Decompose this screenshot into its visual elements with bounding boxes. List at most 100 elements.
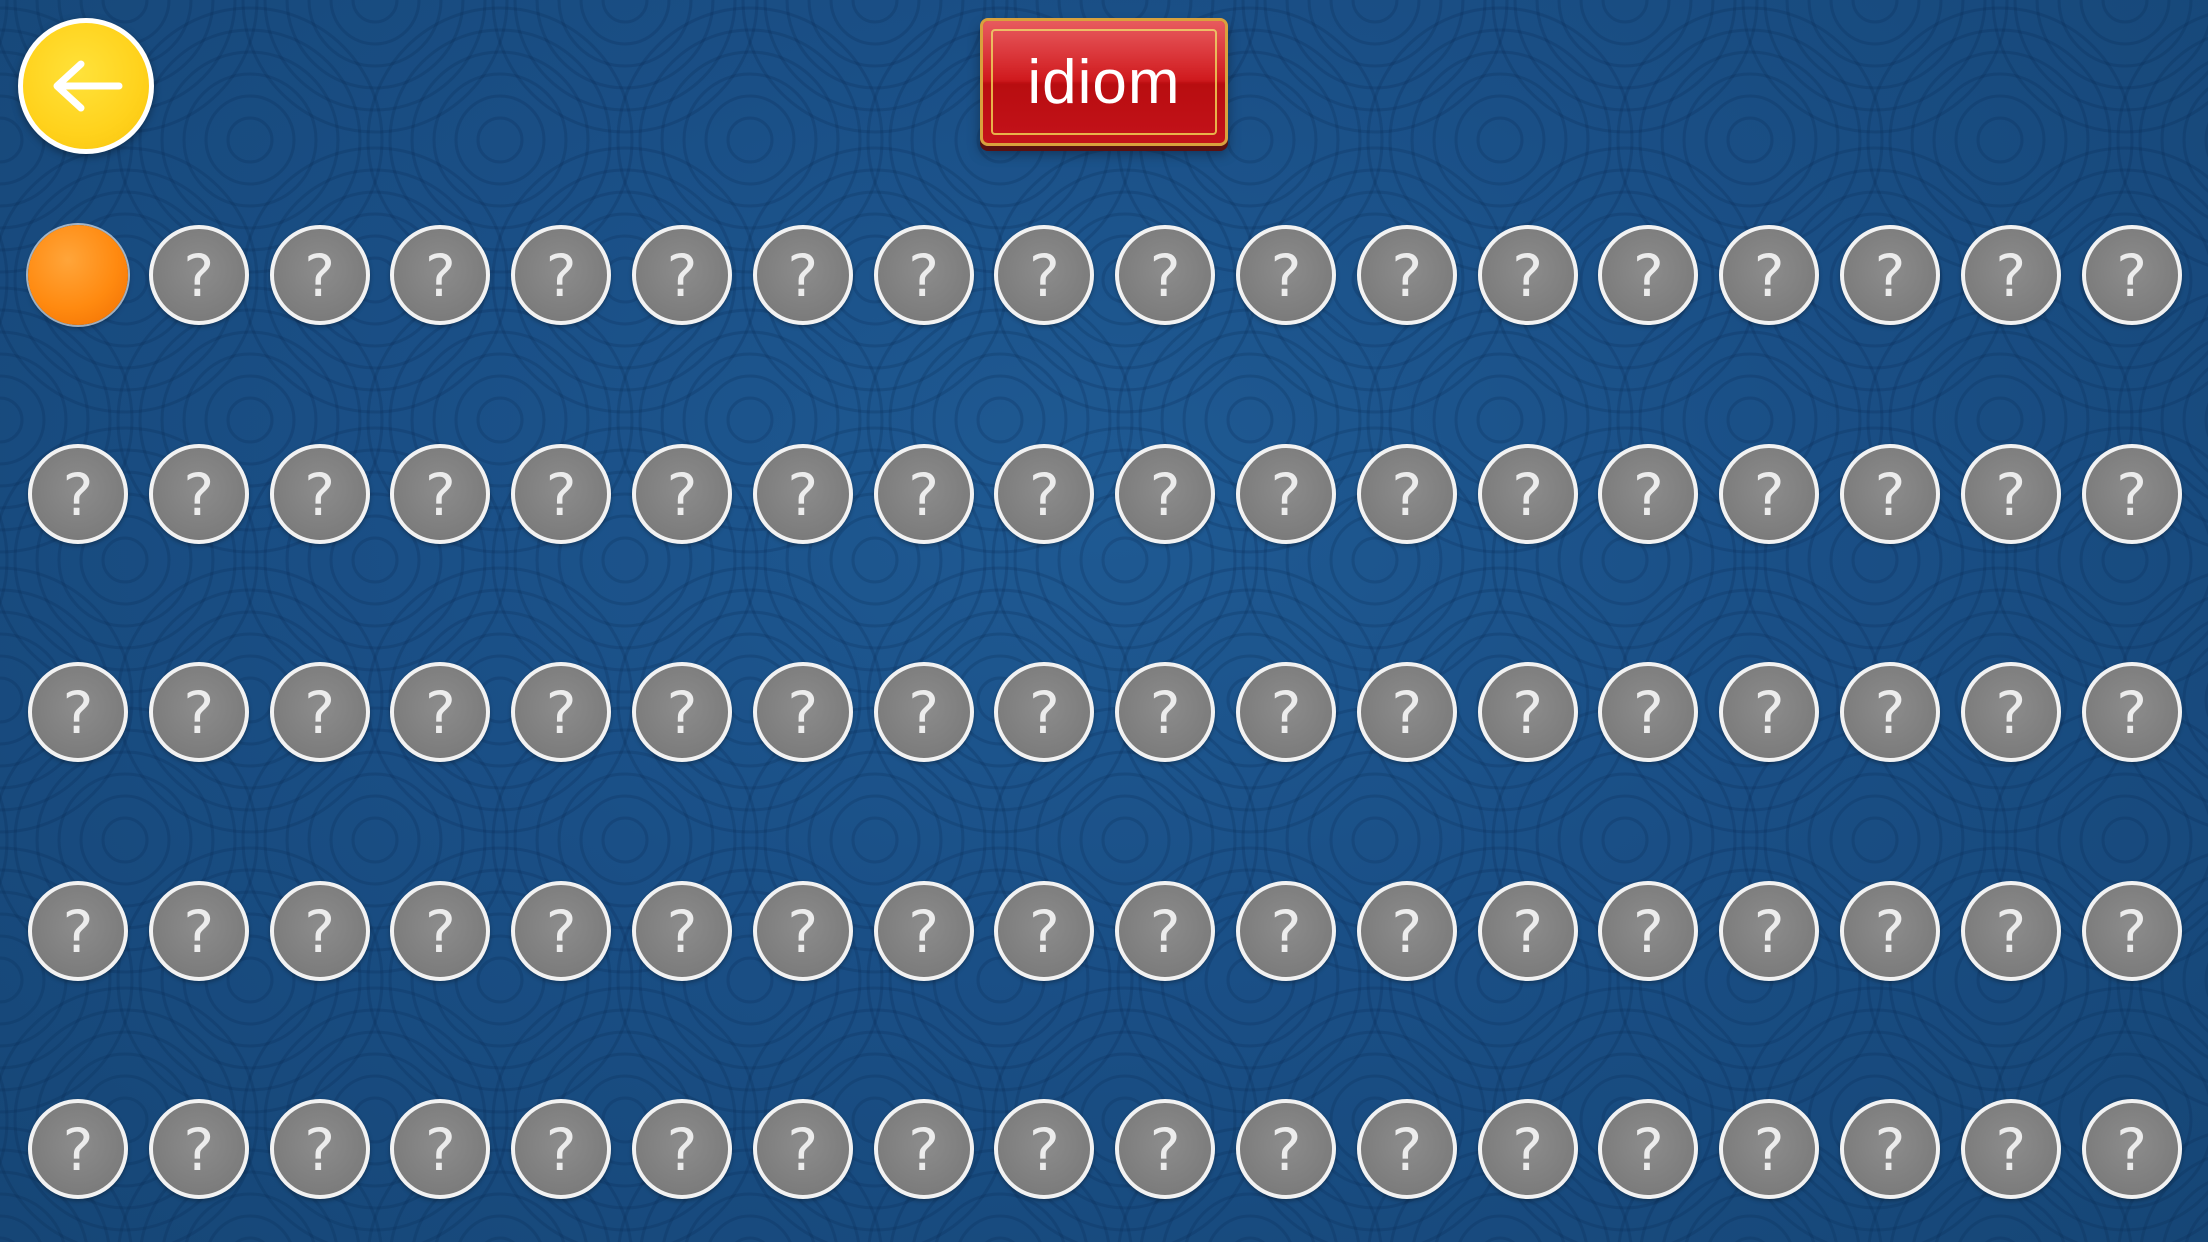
level-node-locked[interactable]: ?: [28, 443, 128, 544]
level-node-locked[interactable]: ?: [632, 443, 732, 544]
level-node-locked[interactable]: ?: [390, 443, 491, 544]
level-node-locked[interactable]: ?: [148, 662, 249, 762]
level-node-locked[interactable]: ?: [1115, 880, 1216, 981]
level-node-locked[interactable]: ?: [1356, 225, 1457, 325]
question-mark-icon: ?: [545, 679, 577, 747]
level-node-locked[interactable]: ?: [752, 225, 853, 325]
level-node-locked[interactable]: ?: [511, 1099, 612, 1199]
back-button[interactable]: [18, 18, 154, 154]
level-node-locked[interactable]: ?: [269, 662, 370, 762]
level-node-locked[interactable]: ?: [1115, 1099, 1216, 1199]
level-node-locked[interactable]: ?: [1236, 880, 1336, 981]
level-node-locked[interactable]: ?: [1115, 225, 1216, 325]
level-node-locked[interactable]: ?: [994, 1099, 1095, 1199]
level-node-locked[interactable]: ?: [632, 662, 732, 762]
level-node-locked[interactable]: ?: [2081, 880, 2182, 981]
level-node-locked[interactable]: ?: [1719, 443, 1820, 544]
question-mark-icon: ?: [666, 679, 698, 747]
level-node-locked[interactable]: ?: [28, 662, 128, 762]
level-node-locked[interactable]: ?: [148, 225, 249, 325]
level-node-locked[interactable]: ?: [873, 662, 974, 762]
level-node-locked[interactable]: ?: [1477, 1099, 1578, 1199]
level-node-locked[interactable]: ?: [269, 443, 370, 544]
level-node-locked[interactable]: ?: [632, 880, 732, 981]
level-node-locked[interactable]: ?: [1236, 1099, 1336, 1199]
level-node-locked[interactable]: ?: [1598, 1099, 1699, 1199]
question-mark-icon: ?: [666, 460, 698, 529]
question-mark-icon: ?: [1632, 679, 1664, 747]
level-node-locked[interactable]: ?: [1719, 662, 1820, 762]
page-title: idiom: [1027, 47, 1181, 117]
level-node-locked[interactable]: ?: [28, 1099, 128, 1199]
level-node-locked[interactable]: ?: [148, 880, 249, 981]
level-node-locked[interactable]: ?: [390, 1099, 491, 1199]
level-node-locked[interactable]: ?: [994, 225, 1095, 325]
level-node-locked[interactable]: ?: [1236, 662, 1336, 762]
level-node-locked[interactable]: ?: [1719, 880, 1820, 981]
level-node-locked[interactable]: ?: [1477, 225, 1578, 325]
level-node-locked[interactable]: ?: [1840, 1099, 1940, 1199]
level-node-locked[interactable]: ?: [1960, 662, 2061, 762]
level-node-locked[interactable]: ?: [873, 880, 974, 981]
level-node-locked[interactable]: ?: [1598, 225, 1699, 325]
level-node-locked[interactable]: ?: [1960, 443, 2061, 544]
level-node-locked[interactable]: ?: [1356, 1099, 1457, 1199]
level-node-locked[interactable]: ?: [994, 662, 1095, 762]
question-mark-icon: ?: [424, 897, 456, 966]
level-node-locked[interactable]: ?: [511, 443, 612, 544]
level-node-locked[interactable]: ?: [269, 1099, 370, 1199]
question-mark-icon: ?: [1874, 679, 1906, 747]
level-node-locked[interactable]: ?: [752, 443, 853, 544]
level-node-locked[interactable]: ?: [2081, 1099, 2182, 1199]
level-node-locked[interactable]: ?: [1960, 1099, 2061, 1199]
level-node-locked[interactable]: ?: [1477, 662, 1578, 762]
level-node-locked[interactable]: ?: [994, 443, 1095, 544]
level-node-locked[interactable]: ?: [269, 880, 370, 981]
level-node-locked[interactable]: ?: [269, 225, 370, 325]
level-node-locked[interactable]: ?: [1840, 662, 1940, 762]
level-node-locked[interactable]: ?: [1356, 443, 1457, 544]
level-node-locked[interactable]: ?: [2081, 662, 2182, 762]
level-node-locked[interactable]: ?: [1840, 880, 1940, 981]
level-node-locked[interactable]: ?: [1719, 1099, 1820, 1199]
level-node-locked[interactable]: ?: [873, 1099, 974, 1199]
question-mark-icon: ?: [1632, 897, 1664, 966]
level-node-locked[interactable]: ?: [994, 880, 1095, 981]
level-node-locked[interactable]: ?: [511, 880, 612, 981]
level-node-locked[interactable]: ?: [1840, 443, 1940, 544]
level-node-current[interactable]: [28, 225, 128, 325]
level-node-locked[interactable]: ?: [1477, 880, 1578, 981]
level-node-locked[interactable]: ?: [873, 225, 974, 325]
level-node-locked[interactable]: ?: [1840, 225, 1940, 325]
level-node-locked[interactable]: ?: [1115, 662, 1216, 762]
level-node-locked[interactable]: ?: [752, 1099, 853, 1199]
level-node-locked[interactable]: ?: [1356, 880, 1457, 981]
level-node-locked[interactable]: ?: [390, 225, 491, 325]
level-node-locked[interactable]: ?: [2081, 225, 2182, 325]
level-node-locked[interactable]: ?: [1960, 880, 2061, 981]
level-node-locked[interactable]: ?: [1236, 225, 1336, 325]
level-node-locked[interactable]: ?: [148, 1099, 249, 1199]
level-node-locked[interactable]: ?: [511, 662, 612, 762]
level-node-locked[interactable]: ?: [1236, 443, 1336, 544]
level-node-locked[interactable]: ?: [28, 880, 128, 981]
level-node-locked[interactable]: ?: [873, 443, 974, 544]
level-node-locked[interactable]: ?: [390, 880, 491, 981]
level-node-locked[interactable]: ?: [1960, 225, 2061, 325]
level-node-locked[interactable]: ?: [148, 443, 249, 544]
level-node-locked[interactable]: ?: [1598, 443, 1699, 544]
level-node-locked[interactable]: ?: [390, 662, 491, 762]
level-node-locked[interactable]: ?: [1598, 880, 1699, 981]
level-node-locked[interactable]: ?: [1356, 662, 1457, 762]
level-node-locked[interactable]: ?: [511, 225, 612, 325]
level-node-locked[interactable]: ?: [2081, 443, 2182, 544]
level-node-locked[interactable]: ?: [632, 225, 732, 325]
level-node-locked[interactable]: ?: [752, 662, 853, 762]
level-node-locked[interactable]: ?: [632, 1099, 732, 1199]
level-node-locked[interactable]: ?: [1719, 225, 1820, 325]
question-mark-icon: ?: [183, 1116, 215, 1184]
level-node-locked[interactable]: ?: [752, 880, 853, 981]
level-node-locked[interactable]: ?: [1477, 443, 1578, 544]
level-node-locked[interactable]: ?: [1115, 443, 1216, 544]
level-node-locked[interactable]: ?: [1598, 662, 1699, 762]
